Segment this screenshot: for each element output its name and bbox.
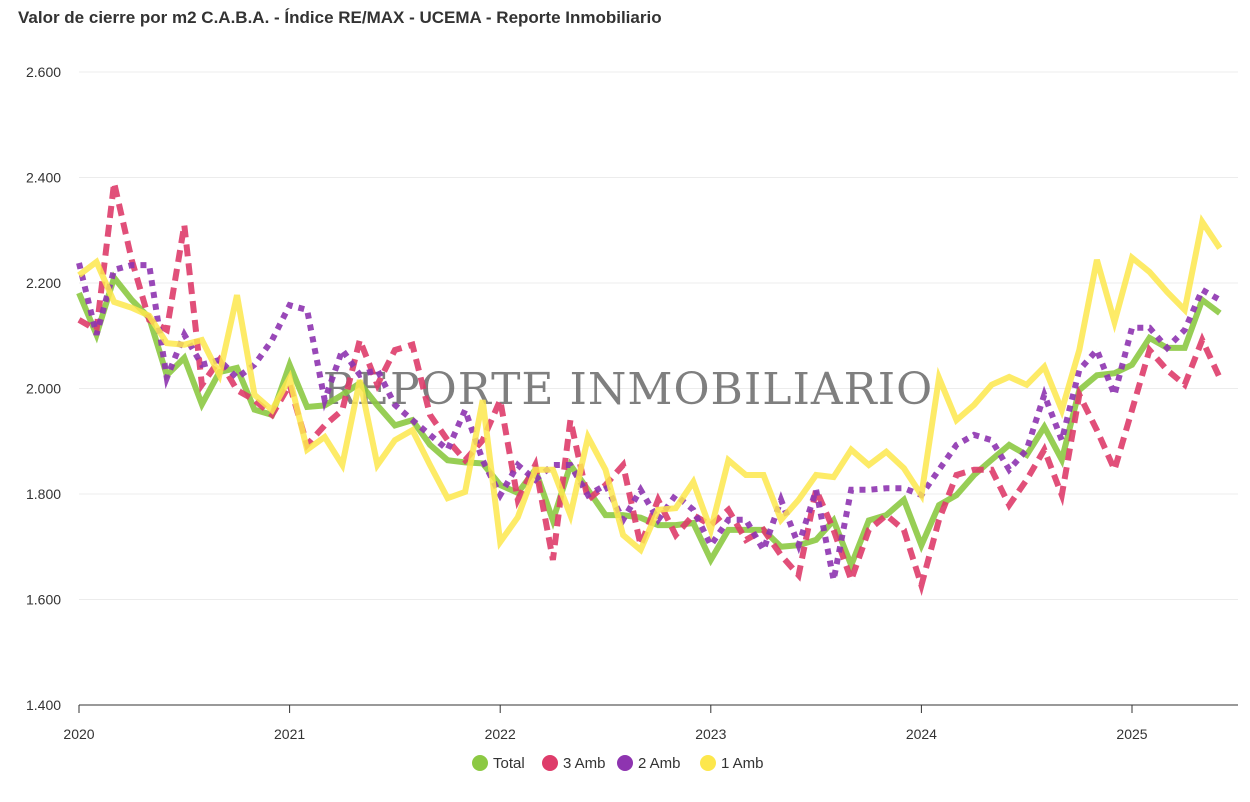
legend-label: Total bbox=[493, 755, 525, 772]
legend-marker bbox=[542, 755, 558, 771]
y-tick-label: 1.400 bbox=[26, 697, 61, 713]
y-tick-label: 1.600 bbox=[26, 592, 61, 608]
y-tick-label: 2.400 bbox=[26, 170, 61, 186]
series-1-amb bbox=[77, 214, 1223, 555]
legend-marker bbox=[700, 755, 716, 771]
x-tick-label: 2021 bbox=[274, 726, 305, 742]
legend-label: 2 Amb bbox=[638, 755, 681, 772]
legend-item[interactable]: 1 Amb bbox=[700, 755, 764, 772]
legend-item[interactable]: 2 Amb bbox=[617, 755, 681, 772]
x-tick-label: 2025 bbox=[1116, 726, 1147, 742]
series-2-amb bbox=[76, 262, 1222, 581]
y-tick-label: 2.000 bbox=[26, 381, 61, 397]
legend-item[interactable]: 3 Amb bbox=[542, 755, 606, 772]
legend-marker bbox=[617, 755, 633, 771]
x-tick-label: 2023 bbox=[695, 726, 726, 742]
watermark: REPORTE INMOBILIARIO bbox=[323, 364, 933, 415]
chart-title: Valor de cierre por m2 C.A.B.A. - Índice… bbox=[18, 8, 662, 27]
x-tick-label: 2024 bbox=[906, 726, 937, 742]
legend: Total 3 Amb 2 Amb 1 Amb bbox=[472, 755, 764, 772]
series-line bbox=[76, 262, 1222, 581]
series-lines bbox=[76, 182, 1223, 596]
y-axis: 1.400 1.600 1.800 2.000 2.200 2.400 2.600 bbox=[26, 64, 61, 713]
y-tick-label: 2.200 bbox=[26, 275, 61, 291]
legend-item[interactable]: Total bbox=[472, 755, 525, 772]
legend-label: 1 Amb bbox=[721, 755, 764, 772]
y-tick-label: 1.800 bbox=[26, 486, 61, 502]
x-axis: 2020 2021 2022 2023 2024 2025 bbox=[63, 705, 1148, 742]
legend-label: 3 Amb bbox=[563, 755, 606, 772]
legend-marker bbox=[472, 755, 488, 771]
x-tick-label: 2020 bbox=[63, 726, 94, 742]
series-line bbox=[77, 214, 1223, 555]
y-tick-label: 2.600 bbox=[26, 64, 61, 80]
x-tick-label: 2022 bbox=[485, 726, 516, 742]
